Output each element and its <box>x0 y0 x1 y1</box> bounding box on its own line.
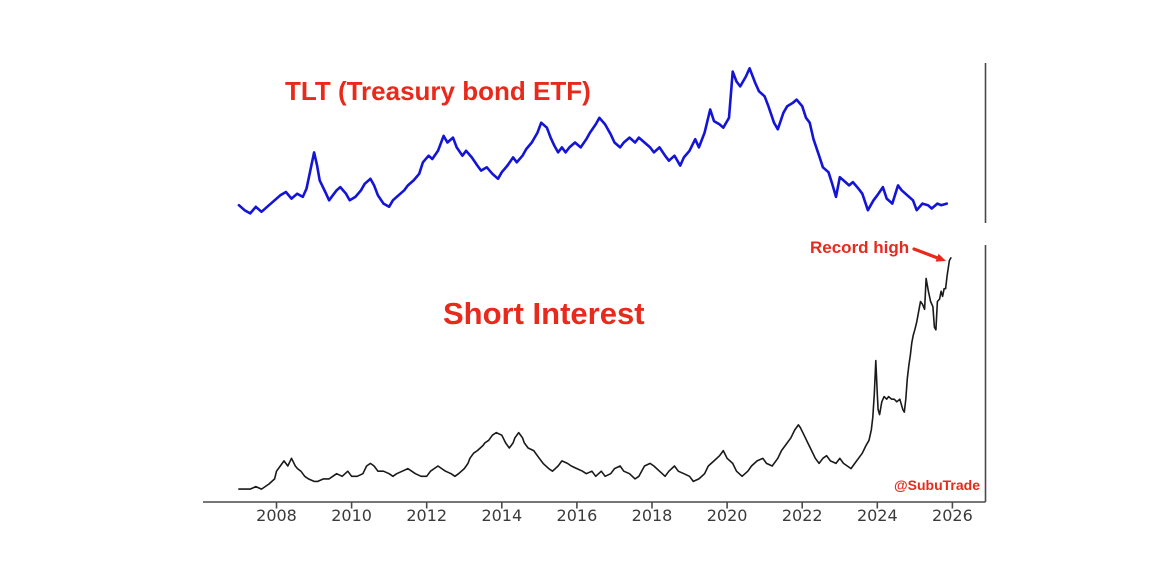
svg-text:2016: 2016 <box>557 506 598 525</box>
tlt-line <box>237 67 949 215</box>
x-axis-tick-labels: 2008 2010 2012 2014 2016 2018 2020 2022 2024 2026 <box>256 506 973 525</box>
record-high-label: Record high <box>810 238 910 257</box>
record-high-arrow-icon <box>912 247 946 262</box>
axes <box>203 63 987 503</box>
svg-text:2010: 2010 <box>331 506 372 525</box>
svg-text:2008: 2008 <box>256 506 297 525</box>
svg-text:2022: 2022 <box>782 506 823 525</box>
svg-text:2020: 2020 <box>707 506 748 525</box>
svg-text:2024: 2024 <box>857 506 898 525</box>
x-axis-ticks <box>275 502 954 509</box>
svg-text:2012: 2012 <box>406 506 447 525</box>
watermark: @SubuTrade <box>894 477 980 493</box>
svg-text:2026: 2026 <box>932 506 973 525</box>
svg-text:2014: 2014 <box>481 506 522 525</box>
short-interest-title: Short Interest <box>443 296 645 331</box>
short-interest-line <box>238 257 952 490</box>
tlt-title: TLT (Treasury bond ETF) <box>285 76 591 106</box>
svg-text:2018: 2018 <box>632 506 673 525</box>
